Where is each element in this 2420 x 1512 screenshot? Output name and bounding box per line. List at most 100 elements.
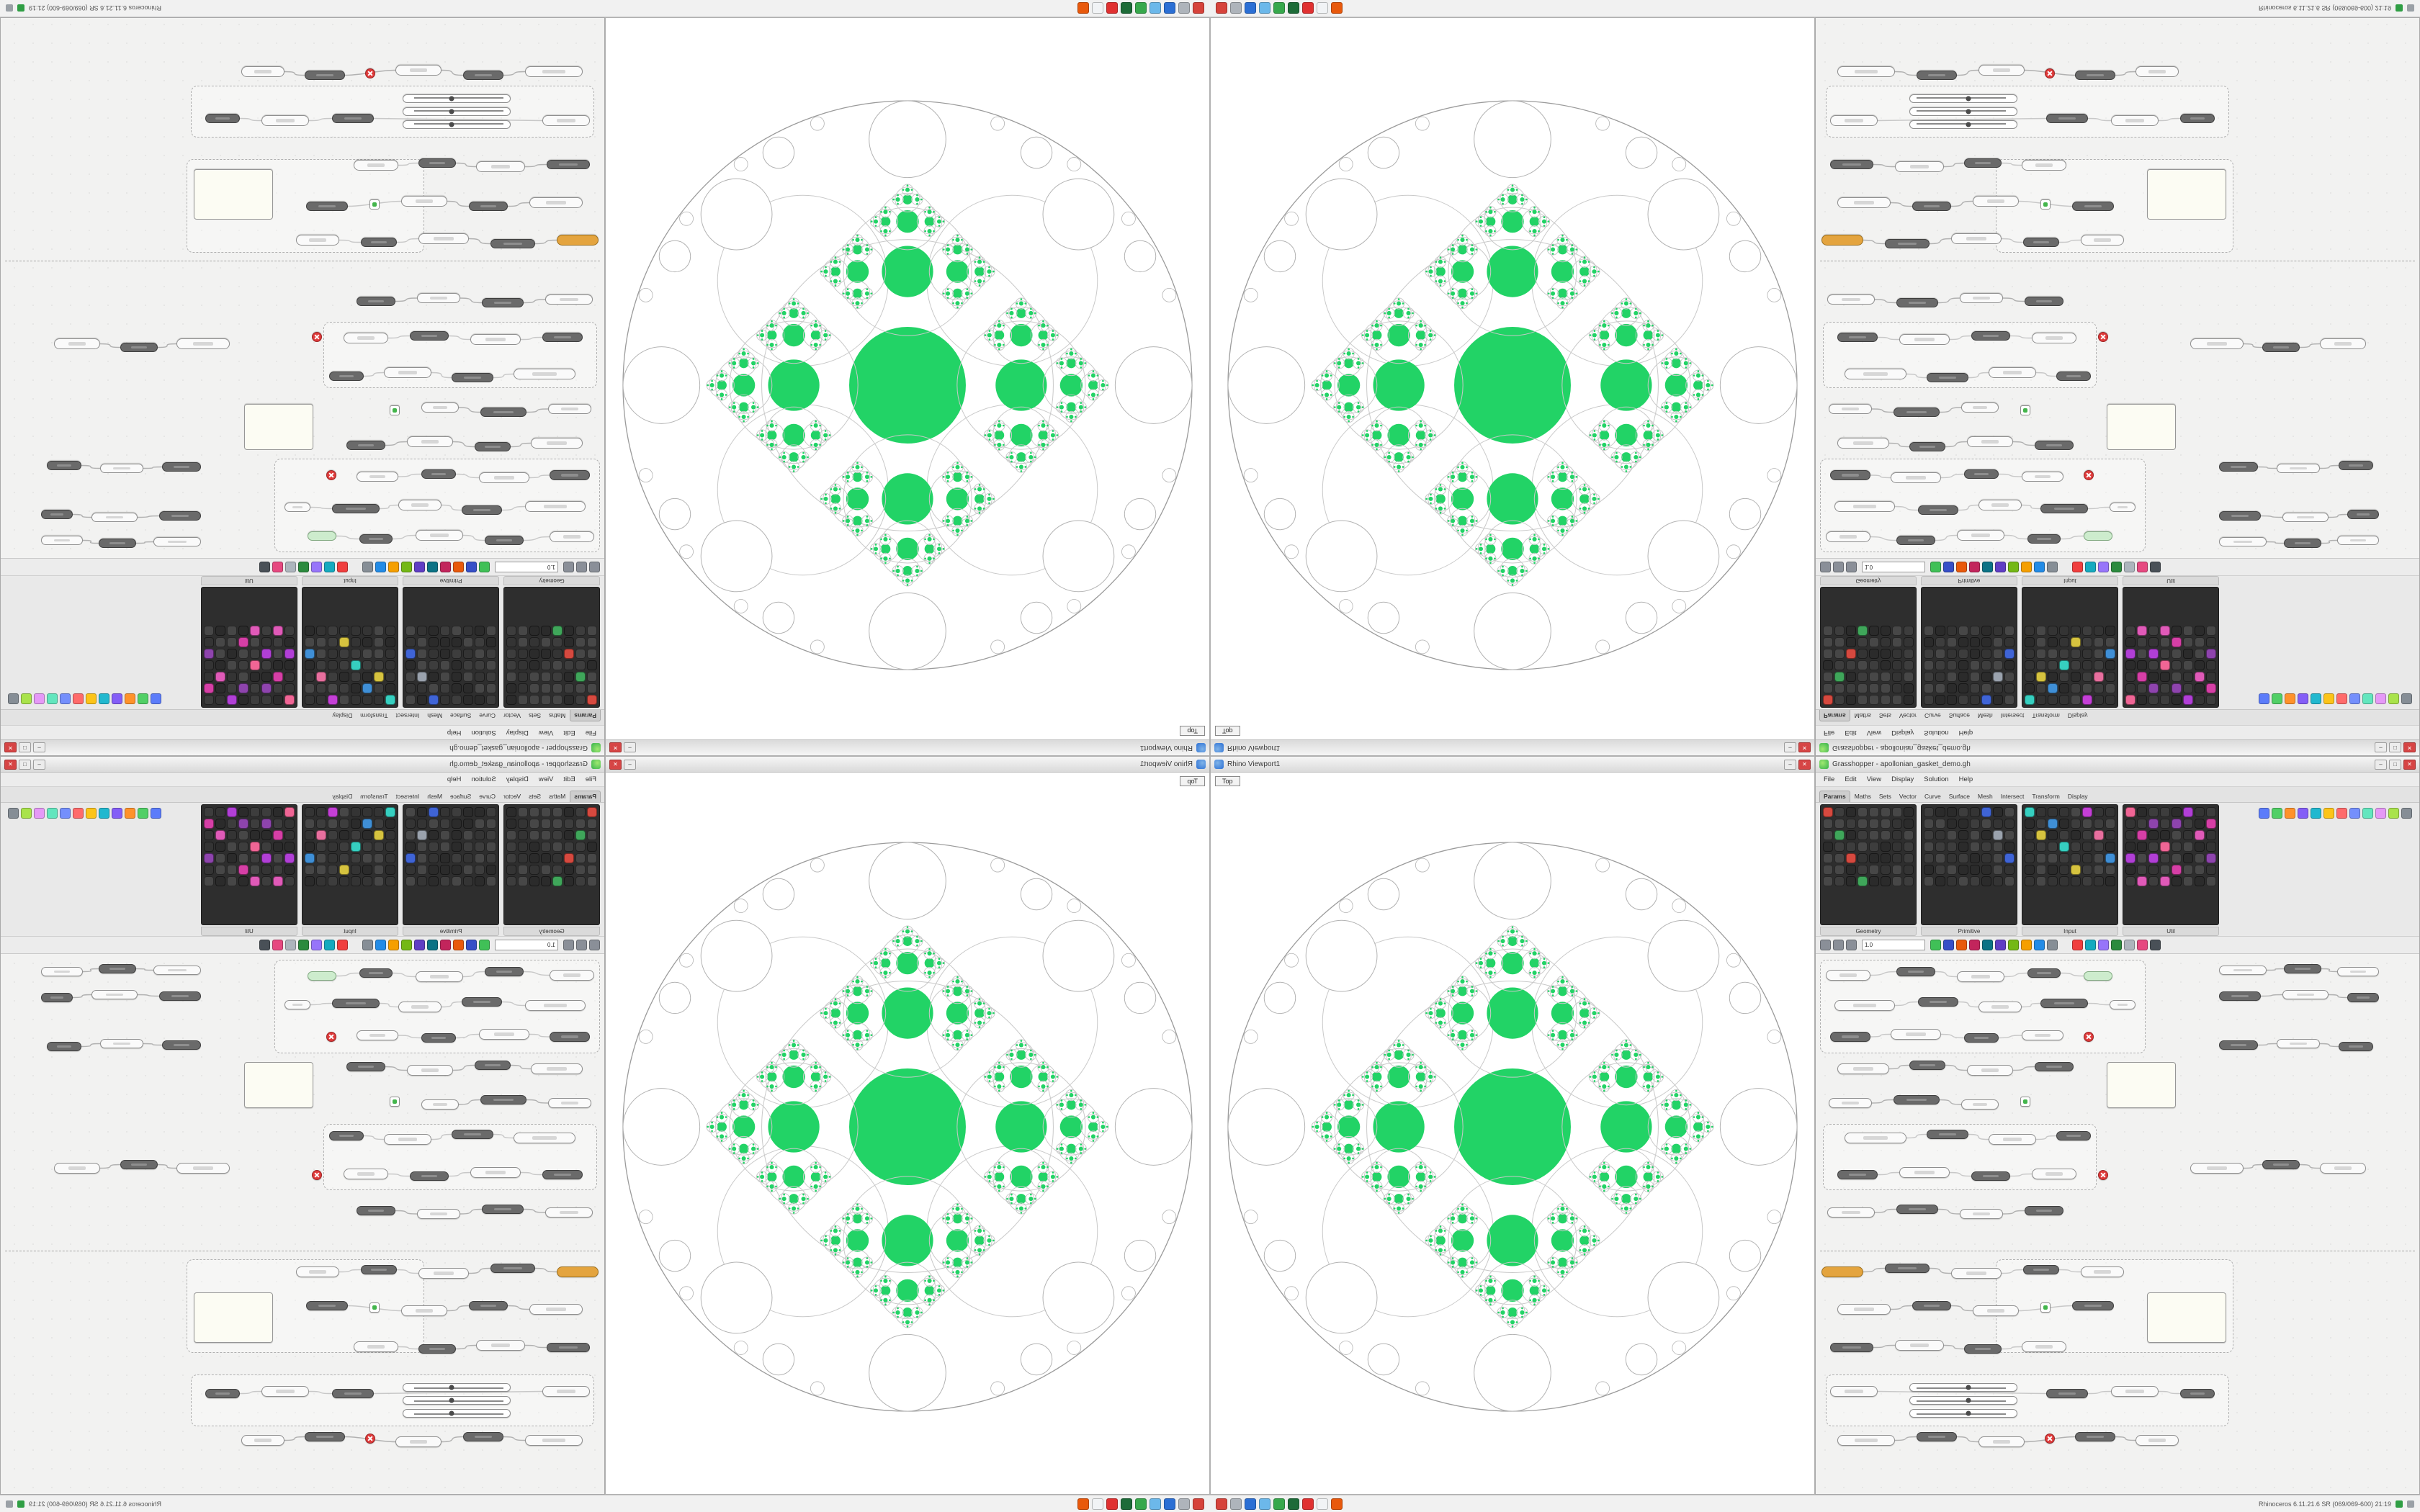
viewport-close-button[interactable]: ✕ [1798,759,1811,770]
component-icon[interactable] [452,819,462,829]
gh-node[interactable] [41,510,73,519]
component-icon[interactable] [250,626,260,636]
gh-node[interactable] [1827,1207,1875,1218]
taskbar-app-icon[interactable] [1092,1498,1103,1510]
component-icon[interactable] [2172,819,2182,829]
gh-node[interactable] [1917,71,1957,80]
component-icon[interactable] [316,830,326,840]
component-icon[interactable] [1993,807,2003,817]
gumball-icon[interactable] [298,562,309,572]
component-icon[interactable] [1869,807,1879,817]
component-icon[interactable] [328,672,338,682]
gh-node[interactable] [1837,438,1889,449]
component-icon[interactable] [2082,637,2092,647]
component-icon[interactable] [2105,660,2115,670]
component-icon[interactable] [284,683,295,693]
component-icon[interactable] [1881,819,1891,829]
component-icon[interactable] [2059,842,2069,852]
component-icon[interactable] [1947,830,1957,840]
gh-node[interactable] [2032,333,2076,343]
component-icon[interactable] [2059,853,2069,863]
taskbar-app-icon[interactable] [1135,1498,1147,1510]
quick-icon[interactable] [47,808,58,819]
gh-node[interactable] [1971,331,2010,341]
tab-sets[interactable]: Sets [1878,793,1891,800]
component-icon[interactable] [215,853,225,863]
component-icon[interactable] [518,649,528,659]
component-icon[interactable] [227,830,237,840]
component-icon[interactable] [316,672,326,682]
component-icon[interactable] [2160,876,2170,886]
gh-node[interactable] [1891,472,1941,483]
component-icon[interactable] [587,853,597,863]
component-icon[interactable] [1857,695,1868,705]
component-icon[interactable] [362,683,372,693]
component-icon[interactable] [440,865,450,875]
group-icon[interactable] [427,940,438,950]
gh-node[interactable] [2027,534,2061,544]
component-icon[interactable] [506,649,516,659]
component-icon[interactable] [2172,672,2182,682]
component-icon[interactable] [215,626,225,636]
component-icon[interactable] [316,695,326,705]
component-icon[interactable] [1869,649,1879,659]
gh-node[interactable] [2072,202,2114,211]
gh-node[interactable] [1927,1130,1968,1139]
component-icon[interactable] [564,807,574,817]
solver-cancel-icon[interactable] [337,562,348,572]
component-icon[interactable] [552,807,563,817]
component-icon[interactable] [1904,853,1914,863]
component-icon[interactable] [2059,672,2069,682]
component-icon[interactable] [2172,695,2182,705]
component-icon[interactable] [1993,660,2003,670]
tab-display[interactable]: Display [332,712,353,719]
gh-node[interactable] [2035,441,2074,450]
gh-node[interactable] [476,161,525,172]
taskbar-app-icon[interactable] [1331,2,1343,14]
component-icon[interactable] [261,876,272,886]
component-icon[interactable] [339,683,349,693]
component-icon[interactable] [2137,876,2147,886]
component-icon[interactable] [518,819,528,829]
gh-node[interactable] [2337,967,2379,976]
component-icon[interactable] [316,637,326,647]
component-icon[interactable] [2183,807,2193,817]
gh-node[interactable] [2020,405,2030,415]
component-icon[interactable] [2036,695,2046,705]
component-icon[interactable] [2004,865,2015,875]
component-icon[interactable] [215,807,225,817]
menu-help[interactable]: Help [447,775,462,783]
component-icon[interactable] [2036,683,2046,693]
component-icon[interactable] [2160,683,2170,693]
tray-icon-2[interactable] [6,1500,13,1508]
component-icon[interactable] [552,842,563,852]
component-icon[interactable] [2137,865,2147,875]
component-icon[interactable] [305,830,315,840]
component-icon[interactable] [273,637,283,647]
component-icon[interactable] [463,672,473,682]
component-icon[interactable] [351,683,361,693]
component-icon[interactable] [486,876,496,886]
component-icon[interactable] [1935,683,1945,693]
viewport-minimize-button[interactable]: – [624,759,636,770]
component-icon[interactable] [541,695,551,705]
rhino-top-viewport[interactable]: Top [606,18,1209,739]
gh-node[interactable] [1830,470,1870,480]
gh-maximize-button[interactable]: □ [19,759,31,770]
component-icon[interactable] [529,660,539,670]
component-icon[interactable] [1846,672,1856,682]
gh-node[interactable] [2190,1163,2244,1174]
component-icon[interactable] [1970,842,1980,852]
preview-shaded-icon[interactable] [388,940,399,950]
group-icon[interactable] [427,562,438,572]
menu-file[interactable]: File [1824,729,1835,737]
menu-solution[interactable]: Solution [471,775,496,783]
component-icon[interactable] [2105,626,2115,636]
component-icon[interactable] [1947,637,1957,647]
gh-node[interactable] [306,202,348,211]
gh-node[interactable] [2284,964,2321,973]
component-icon[interactable] [1846,695,1856,705]
gh-node[interactable] [241,1435,284,1446]
component-icon[interactable] [1958,819,1968,829]
component-icon[interactable] [475,853,485,863]
